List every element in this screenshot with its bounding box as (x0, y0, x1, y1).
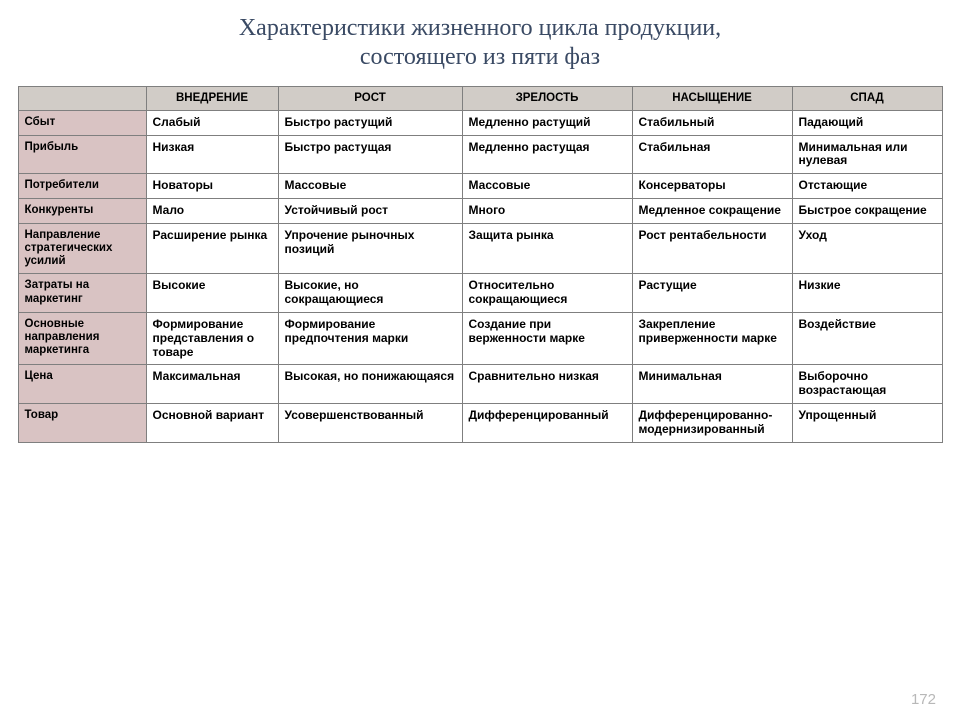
cell: Минимальная (632, 365, 792, 404)
cell: Высокие, но сокращающиеся (278, 274, 462, 313)
cell: Формирование предпочтения марки (278, 313, 462, 365)
cell: Медленно растущая (462, 135, 632, 174)
table-body: СбытСлабыйБыстро растущийМедленно растущ… (18, 110, 942, 442)
cell: Относительно сокращающиеся (462, 274, 632, 313)
slide-title: Характеристики жизненного цикла продукци… (0, 0, 960, 78)
header-blank (18, 86, 146, 110)
row-label: Цена (18, 365, 146, 404)
cell: Минимальная или нулевая (792, 135, 942, 174)
col-header: Рост (278, 86, 462, 110)
cell: Основной вариант (146, 404, 278, 443)
cell: Воздействие (792, 313, 942, 365)
cell: Падающий (792, 110, 942, 135)
cell: Массовые (462, 174, 632, 199)
cell: Массовые (278, 174, 462, 199)
col-header: Насыщение (632, 86, 792, 110)
cell: Слабый (146, 110, 278, 135)
cell: Отстающие (792, 174, 942, 199)
cell: Максимальная (146, 365, 278, 404)
cell: Расширение рынка (146, 223, 278, 274)
table-header: Внедрение Рост Зрелость Насыщение Спад (18, 86, 942, 110)
row-label: Прибыль (18, 135, 146, 174)
cell: Выборочно возрастающая (792, 365, 942, 404)
cell: Много (462, 199, 632, 224)
title-line-1: Характеристики жизненного цикла продукци… (239, 15, 721, 41)
table-row: Затраты на маркетингВысокиеВысокие, но с… (18, 274, 942, 313)
cell: Стабильная (632, 135, 792, 174)
table-row: ПотребителиНоваторыМассовыеМассовыеКонсе… (18, 174, 942, 199)
cell: Медленное сокращение (632, 199, 792, 224)
cell: Быстро растущая (278, 135, 462, 174)
cell: Новаторы (146, 174, 278, 199)
table-row: ТоварОсновной вариантУсовершенствованный… (18, 404, 942, 443)
cell: Высокая, но понижающаяся (278, 365, 462, 404)
col-header: Внедрение (146, 86, 278, 110)
row-label: Затраты на маркетинг (18, 274, 146, 313)
page-number: 172 (911, 691, 936, 708)
cell: Низкая (146, 135, 278, 174)
cell: Высокие (146, 274, 278, 313)
cell: Дифференцированный (462, 404, 632, 443)
title-line-2: состоящего из пяти фаз (360, 44, 600, 70)
row-label: Потребители (18, 174, 146, 199)
row-label: Направление стратегических усилий (18, 223, 146, 274)
table-row: ЦенаМаксимальнаяВысокая, но понижающаяся… (18, 365, 942, 404)
table-row: КонкурентыМалоУстойчивый ростМногоМедлен… (18, 199, 942, 224)
table-row: Основные направления маркетингаФормирова… (18, 313, 942, 365)
cell: Быстрое сокращение (792, 199, 942, 224)
col-header: Зрелость (462, 86, 632, 110)
cell: Устойчивый рост (278, 199, 462, 224)
row-label: Основные направления маркетинга (18, 313, 146, 365)
cell: Формирование представления о товаре (146, 313, 278, 365)
cell: Низкие (792, 274, 942, 313)
cell: Мало (146, 199, 278, 224)
cell: Стабильный (632, 110, 792, 135)
row-label: Сбыт (18, 110, 146, 135)
table-row: СбытСлабыйБыстро растущийМедленно растущ… (18, 110, 942, 135)
table-row: Направление стратегических усилийРасшире… (18, 223, 942, 274)
cell: Рост рентабельности (632, 223, 792, 274)
row-label: Товар (18, 404, 146, 443)
cell: Растущие (632, 274, 792, 313)
cell: Уход (792, 223, 942, 274)
cell: Медленно растущий (462, 110, 632, 135)
cell: Защита рынка (462, 223, 632, 274)
row-label: Конкуренты (18, 199, 146, 224)
cell: Упрощенный (792, 404, 942, 443)
cell: Упрочение рыночных позиций (278, 223, 462, 274)
lifecycle-table: Внедрение Рост Зрелость Насыщение Спад С… (18, 86, 943, 443)
cell: Сравнительно низкая (462, 365, 632, 404)
cell: Усовершенствованный (278, 404, 462, 443)
cell: Консерваторы (632, 174, 792, 199)
cell: Создание при верженности марке (462, 313, 632, 365)
cell: Быстро растущий (278, 110, 462, 135)
table-row: ПрибыльНизкаяБыстро растущаяМедленно рас… (18, 135, 942, 174)
col-header: Спад (792, 86, 942, 110)
cell: Дифференцированно-модернизированный (632, 404, 792, 443)
cell: Закрепление приверженности марке (632, 313, 792, 365)
